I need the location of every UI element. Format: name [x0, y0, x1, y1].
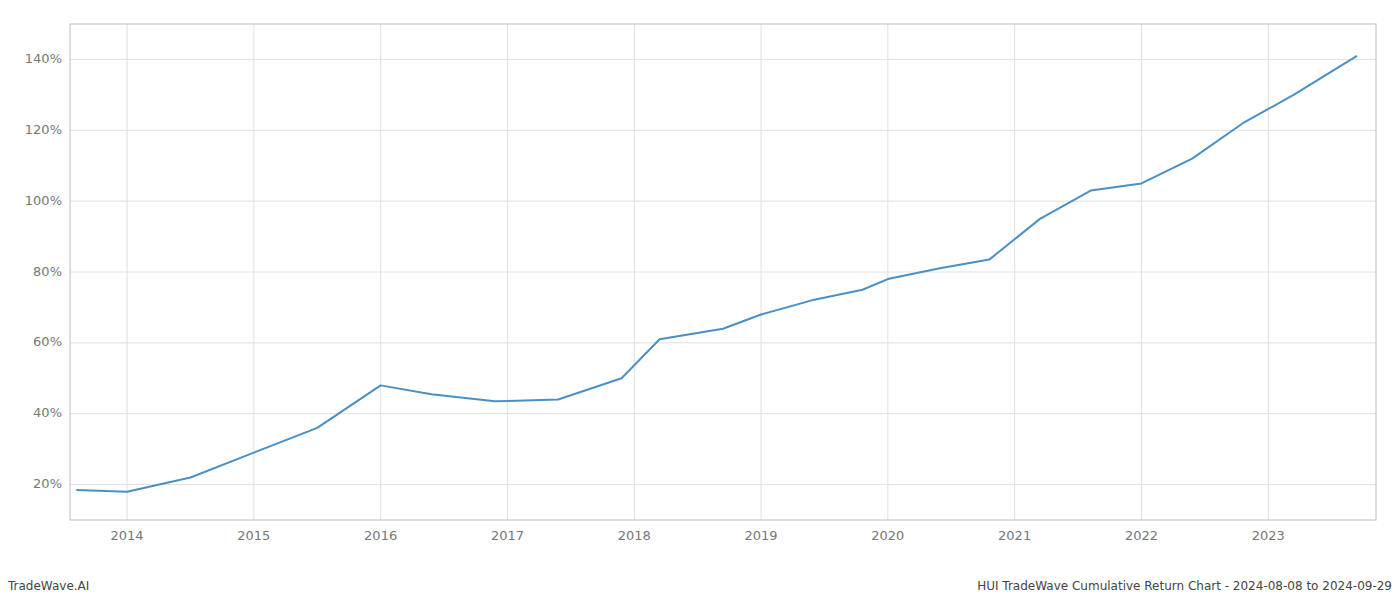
x-grid-line: [887, 24, 888, 520]
y-grid-line: [70, 342, 1376, 343]
y-grid-line: [70, 272, 1376, 273]
y-tick-label: 20%: [33, 476, 62, 491]
y-tick-label: 140%: [25, 51, 62, 66]
chart-title: HUI TradeWave Cumulative Return Chart - …: [977, 579, 1392, 593]
chart-svg: 20% 40% 60% 80% 100% 120% 140% 2014 2015 2016 2017…: [0, 0, 1400, 600]
plot-frame: [70, 24, 1376, 520]
x-grid-line: [380, 24, 381, 520]
data-line: [76, 56, 1357, 492]
x-tick-label: 2022: [1125, 528, 1158, 543]
y-grid-line: [70, 59, 1376, 60]
y-tick-label: 60%: [33, 334, 62, 349]
x-tick-label: 2021: [998, 528, 1031, 543]
x-tick-label: 2019: [744, 528, 777, 543]
y-tick-label: 80%: [33, 264, 62, 279]
x-grid-line: [761, 24, 762, 520]
x-grid-line: [634, 24, 635, 520]
y-grid-line: [70, 201, 1376, 202]
x-grid-line: [253, 24, 254, 520]
y-grid-line: [70, 413, 1376, 414]
x-grid-line: [1141, 24, 1142, 520]
watermark: TradeWave.AI: [7, 579, 89, 593]
x-grid-line: [1014, 24, 1015, 520]
chart-container: 20% 40% 60% 80% 100% 120% 140% 2014 2015 2016 2017…: [0, 0, 1400, 600]
x-tick-label: 2020: [871, 528, 904, 543]
y-tick-label: 100%: [25, 193, 62, 208]
axes: 20% 40% 60% 80% 100% 120% 140% 2014 2015 2016 2017…: [25, 24, 1376, 543]
x-tick-label: 2023: [1252, 528, 1285, 543]
x-tick-label: 2017: [491, 528, 524, 543]
x-grid-line: [1268, 24, 1269, 520]
x-grid-line: [507, 24, 508, 520]
x-tick-label: 2015: [237, 528, 270, 543]
x-tick-label: 2018: [618, 528, 651, 543]
y-grid-line: [70, 484, 1376, 485]
series-group: [76, 56, 1357, 492]
y-tick-label: 120%: [25, 122, 62, 137]
x-grid-line: [127, 24, 128, 520]
y-grid-line: [70, 130, 1376, 131]
x-tick-label: 2016: [364, 528, 397, 543]
y-tick-label: 40%: [33, 405, 62, 420]
x-tick-label: 2014: [111, 528, 144, 543]
grid: [70, 24, 1376, 520]
